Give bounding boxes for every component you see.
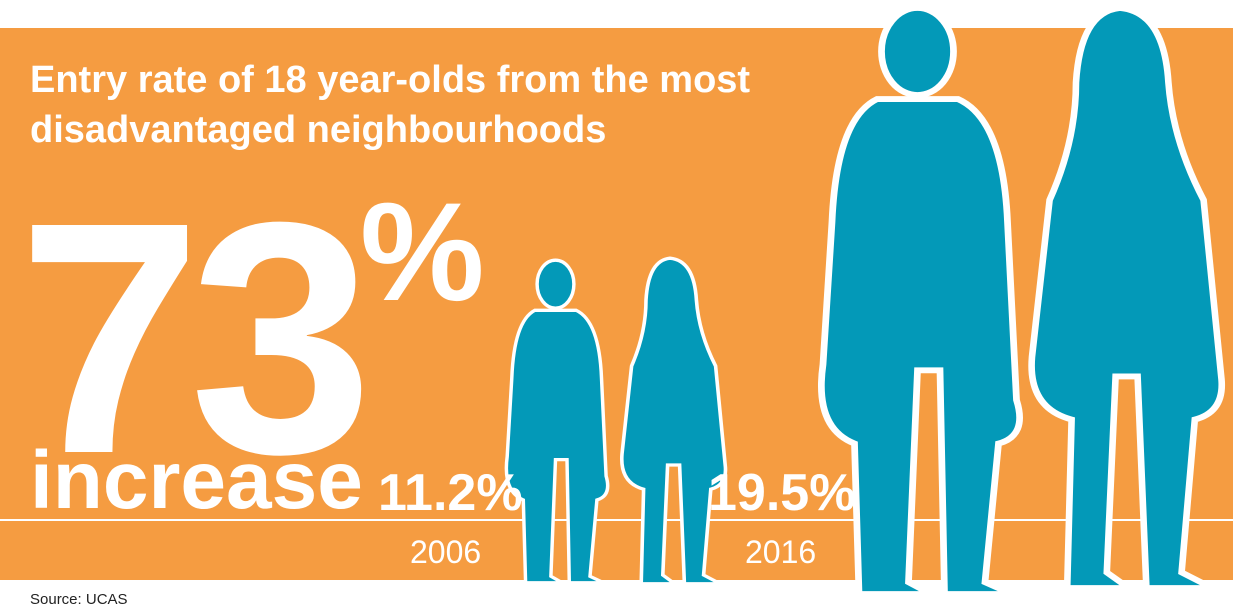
source: Source: UCAS <box>30 591 128 608</box>
year: 2016 <box>745 534 816 570</box>
title: Entry rate of 18 year-olds from the most… <box>30 59 751 151</box>
headline-unit: % <box>360 173 484 330</box>
year: 2006 <box>410 534 481 570</box>
background <box>0 28 1233 580</box>
headline-number: 73 <box>18 153 365 522</box>
rate: 19.5% <box>708 464 855 522</box>
rate: 11.2% <box>378 464 523 522</box>
headline-label: increase <box>30 435 363 526</box>
title-box: Entry rate of 18 year-olds from the most… <box>30 59 751 151</box>
